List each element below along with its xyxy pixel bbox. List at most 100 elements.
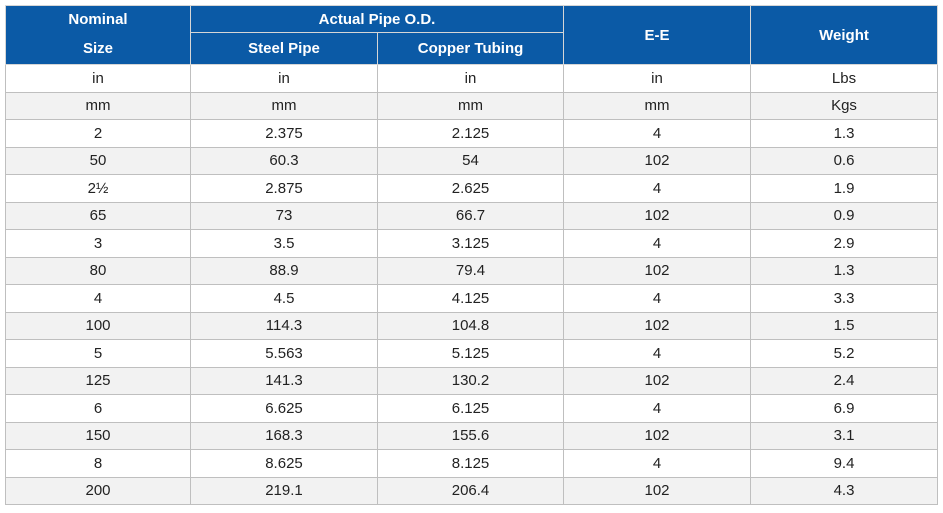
pipe-spec-table: Nominal Size Actual Pipe O.D. E-E Weight… [5, 4, 939, 505]
nominal-size-cell: 50 [5, 146, 191, 175]
nominal-size-cell: mm [5, 91, 191, 120]
ee-cell: 4 [563, 174, 752, 203]
copper-tubing-cell: 3.125 [376, 229, 565, 258]
table-row: 125 141.3 130.2 102 2.4 [5, 366, 939, 395]
weight-cell: 9.4 [750, 449, 939, 478]
weight-cell: 0.9 [750, 201, 939, 230]
header-copper-tubing: Copper Tubing [376, 32, 565, 65]
steel-pipe-cell: mm [190, 91, 378, 120]
nominal-size-cell: 4 [5, 284, 191, 313]
table-row: 3 3.5 3.125 4 2.9 [5, 229, 939, 258]
ee-cell: 4 [563, 119, 752, 148]
nominal-size-cell: 200 [5, 476, 191, 505]
weight-cell: 5.2 [750, 339, 939, 368]
steel-pipe-cell: 141.3 [190, 366, 378, 395]
steel-pipe-cell: 60.3 [190, 146, 378, 175]
nominal-size-cell: in [5, 64, 191, 93]
ee-cell: 102 [563, 476, 752, 505]
table-row: in in in in Lbs [5, 64, 939, 93]
nominal-size-cell: 100 [5, 311, 191, 340]
copper-tubing-cell: 2.125 [376, 119, 565, 148]
header-nominal-line1: Nominal [68, 11, 128, 28]
nominal-size-cell: 80 [5, 256, 191, 285]
steel-pipe-cell: 8.625 [190, 449, 378, 478]
weight-cell: Lbs [750, 64, 939, 93]
header-actual-od: Actual Pipe O.D. [189, 4, 565, 34]
nominal-size-cell: 8 [5, 449, 191, 478]
copper-tubing-cell: 155.6 [376, 421, 565, 450]
ee-cell: 102 [563, 311, 752, 340]
weight-cell: 4.3 [750, 476, 939, 505]
weight-cell: Kgs [750, 91, 939, 120]
ee-cell: mm [563, 91, 752, 120]
table-row: 80 88.9 79.4 102 1.3 [5, 256, 939, 285]
ee-cell: 102 [563, 146, 752, 175]
weight-cell: 0.6 [750, 146, 939, 175]
weight-cell: 1.3 [750, 256, 939, 285]
ee-cell: in [563, 64, 752, 93]
copper-tubing-cell: in [376, 64, 565, 93]
nominal-size-cell: 65 [5, 201, 191, 230]
nominal-size-cell: 125 [5, 366, 191, 395]
table-row: 4 4.5 4.125 4 3.3 [5, 284, 939, 313]
steel-pipe-cell: 6.625 [190, 394, 378, 423]
table-row: 2 2.375 2.125 4 1.3 [5, 119, 939, 148]
steel-pipe-cell: 4.5 [190, 284, 378, 313]
steel-pipe-cell: 5.563 [190, 339, 378, 368]
table-row: 6 6.625 6.125 4 6.9 [5, 394, 939, 423]
table-header: Nominal Size Actual Pipe O.D. E-E Weight… [5, 4, 939, 65]
table-row: 5 5.563 5.125 4 5.2 [5, 339, 939, 368]
copper-tubing-cell: 79.4 [376, 256, 565, 285]
copper-tubing-cell: 8.125 [376, 449, 565, 478]
copper-tubing-cell: 4.125 [376, 284, 565, 313]
weight-cell: 6.9 [750, 394, 939, 423]
ee-cell: 4 [563, 284, 752, 313]
steel-pipe-cell: in [190, 64, 378, 93]
table-row: 100 114.3 104.8 102 1.5 [5, 311, 939, 340]
ee-cell: 4 [563, 394, 752, 423]
ee-cell: 102 [563, 366, 752, 395]
steel-pipe-cell: 168.3 [190, 421, 378, 450]
copper-tubing-cell: mm [376, 91, 565, 120]
steel-pipe-cell: 3.5 [190, 229, 378, 258]
header-steel-pipe: Steel Pipe [190, 32, 378, 65]
header-weight: Weight [750, 5, 939, 65]
copper-tubing-cell: 2.625 [376, 174, 565, 203]
ee-cell: 4 [563, 339, 752, 368]
nominal-size-cell: 150 [5, 421, 191, 450]
weight-cell: 3.1 [750, 421, 939, 450]
weight-cell: 3.3 [750, 284, 939, 313]
table-row: 8 8.625 8.125 4 9.4 [5, 449, 939, 478]
table-row: 150 168.3 155.6 102 3.1 [5, 421, 939, 450]
ee-cell: 4 [563, 229, 752, 258]
copper-tubing-cell: 206.4 [376, 476, 565, 505]
copper-tubing-cell: 5.125 [376, 339, 565, 368]
weight-cell: 1.3 [750, 119, 939, 148]
nominal-size-cell: 6 [5, 394, 191, 423]
weight-cell: 2.4 [750, 366, 939, 395]
header-nominal-size: Nominal Size [5, 5, 191, 65]
copper-tubing-cell: 104.8 [376, 311, 565, 340]
nominal-size-cell: 2 [5, 119, 191, 148]
table-row: 200 219.1 206.4 102 4.3 [5, 476, 939, 505]
copper-tubing-cell: 6.125 [376, 394, 565, 423]
steel-pipe-cell: 88.9 [190, 256, 378, 285]
copper-tubing-cell: 130.2 [376, 366, 565, 395]
table-row: 2½ 2.875 2.625 4 1.9 [5, 174, 939, 203]
steel-pipe-cell: 73 [190, 201, 378, 230]
nominal-size-cell: 5 [5, 339, 191, 368]
steel-pipe-cell: 114.3 [190, 311, 378, 340]
steel-pipe-cell: 219.1 [190, 476, 378, 505]
nominal-size-cell: 2½ [5, 174, 191, 203]
copper-tubing-cell: 54 [376, 146, 565, 175]
header-ee: E-E [563, 5, 752, 65]
ee-cell: 102 [563, 256, 752, 285]
weight-cell: 2.9 [750, 229, 939, 258]
table-row: mm mm mm mm Kgs [5, 91, 939, 120]
spec-table-container: Nominal Size Actual Pipe O.D. E-E Weight… [5, 4, 939, 505]
weight-cell: 1.9 [750, 174, 939, 203]
steel-pipe-cell: 2.375 [190, 119, 378, 148]
steel-pipe-cell: 2.875 [190, 174, 378, 203]
table-body: in in in in Lbs mm mm mm mm Kgs 2 2.375 2.125 4 1.3 50 6… [5, 64, 939, 505]
ee-cell: 4 [563, 449, 752, 478]
